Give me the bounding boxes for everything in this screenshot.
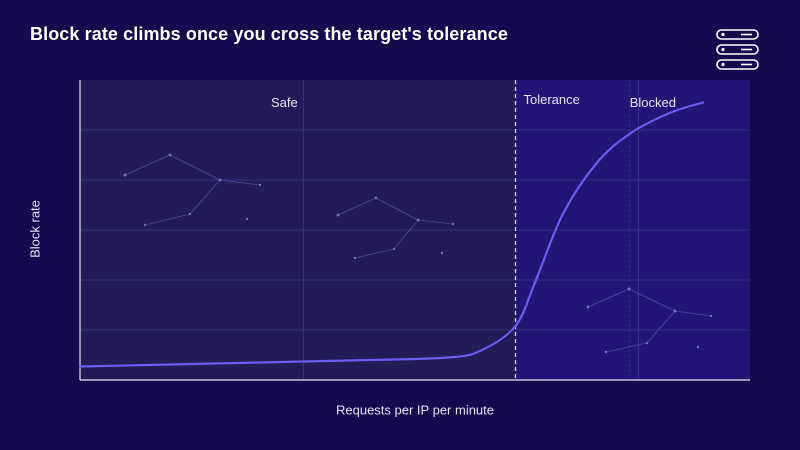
y-axis-label: Block rate bbox=[27, 200, 43, 258]
axes bbox=[79, 80, 750, 381]
zone-label-blocked: Blocked bbox=[630, 95, 676, 110]
series-line bbox=[78, 101, 705, 368]
chart-title: Block rate climbs once you cross the tar… bbox=[30, 24, 508, 44]
grid bbox=[80, 80, 750, 380]
decorative-constellations bbox=[123, 153, 713, 354]
zone-label-safe: Safe bbox=[271, 95, 298, 110]
server-stack-icon bbox=[716, 29, 759, 70]
tolerance-label: Tolerance bbox=[524, 92, 580, 107]
x-axis-label: Requests per IP per minute bbox=[335, 402, 495, 418]
